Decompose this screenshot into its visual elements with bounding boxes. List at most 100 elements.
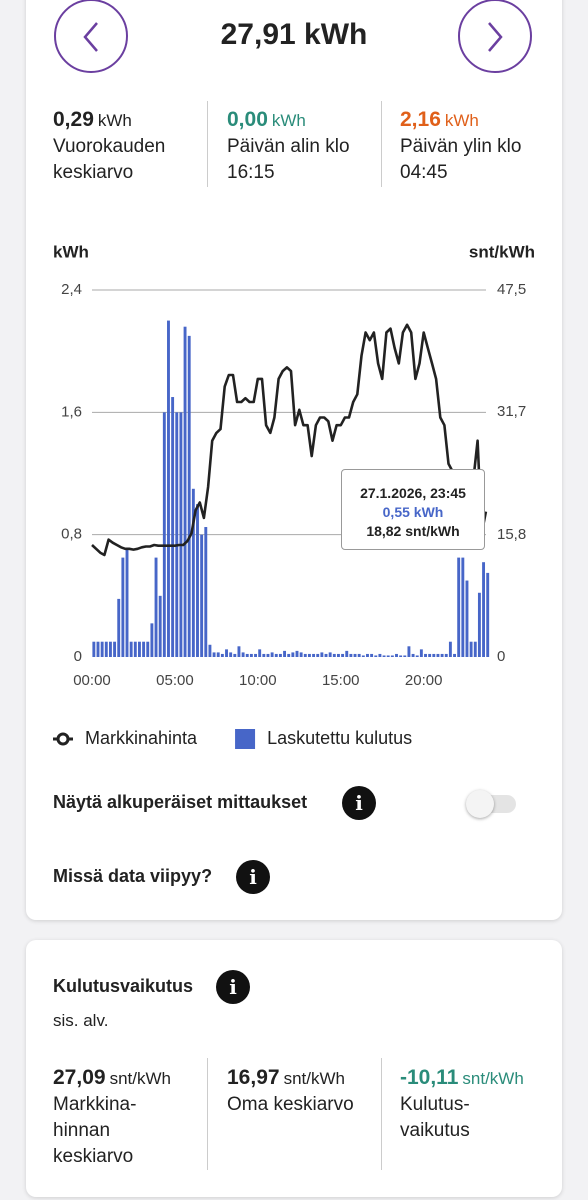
bar: [108, 641, 112, 657]
bar: [465, 580, 469, 657]
y-tick-label: 2,4: [61, 281, 82, 298]
info-icon[interactable]: i: [342, 786, 376, 820]
bar: [415, 655, 419, 657]
consumption-card: [26, 0, 562, 920]
stat-label: Oma keskiarvo: [227, 1094, 354, 1115]
bar: [357, 653, 361, 657]
bar: [303, 653, 307, 657]
info-icon[interactable]: i: [236, 860, 270, 894]
stat-value: 16,97: [227, 1066, 280, 1089]
bar: [96, 641, 100, 657]
y-tick-label: 0: [74, 648, 82, 665]
bar: [266, 653, 270, 657]
toggle-knob: [466, 790, 494, 818]
bar: [316, 653, 320, 657]
bar: [320, 652, 324, 657]
stat-unit: kWh: [444, 111, 479, 130]
bar: [353, 653, 357, 657]
bar: [403, 655, 407, 657]
stat-unit: snt/kWh: [109, 1069, 171, 1088]
bar: [270, 652, 274, 657]
bar: [390, 655, 394, 657]
x-tick-label: 15:00: [322, 672, 360, 689]
bar: [291, 652, 295, 657]
bar: [453, 653, 456, 657]
y-tick-label: 0,8: [61, 526, 82, 543]
legend-marker: [56, 732, 70, 746]
bar: [229, 652, 233, 657]
bar: [274, 653, 278, 657]
stat-label: Vuorokauden keskiarvo: [53, 136, 166, 183]
stat-label: Kulutus-vaikutus: [400, 1094, 470, 1141]
bar: [104, 641, 108, 657]
bar: [324, 653, 328, 657]
stat-unit: kWh: [97, 111, 132, 130]
legend-label: Markkinahinta: [85, 728, 198, 748]
bar: [125, 549, 129, 657]
divider: [381, 1058, 382, 1170]
y2-tick-label: 31,7: [497, 403, 526, 420]
bar: [204, 527, 208, 657]
legend-label: Laskutettu kulutus: [267, 728, 412, 748]
divider: [207, 101, 208, 187]
bar: [457, 557, 461, 657]
bar: [444, 653, 448, 657]
bar: [307, 653, 311, 657]
bar: [482, 562, 486, 657]
info-icon[interactable]: i: [216, 970, 250, 1004]
bar: [208, 644, 212, 657]
bar: [407, 646, 411, 657]
bar: [100, 641, 104, 657]
bar: [477, 592, 481, 657]
stat-unit: snt/kWh: [283, 1069, 345, 1088]
bar: [158, 595, 162, 657]
tooltip-kwh: 0,55 kWh: [382, 504, 444, 520]
x-tick-label: 00:00: [73, 672, 111, 689]
impact-subtitle: sis. alv.: [53, 1011, 109, 1030]
bar: [121, 557, 125, 657]
bar: [424, 653, 427, 657]
toggle-label: Näytä alkuperäiset mittaukset: [53, 792, 308, 812]
bar: [212, 652, 216, 657]
bar: [370, 653, 374, 657]
tooltip: 27.1.2026, 23:45 0,55 kWh 18,82 snt/kWh: [341, 469, 485, 550]
bar: [254, 653, 257, 657]
bar: [411, 653, 415, 657]
stat-unit: kWh: [271, 111, 306, 130]
bar: [486, 572, 490, 657]
price-line: [91, 323, 488, 557]
stat-label: Markkina-hinnan keskiarvo: [53, 1094, 137, 1167]
bar: [361, 655, 365, 657]
bar: [328, 652, 332, 657]
bar: [167, 320, 170, 657]
stat-value: 2,16: [400, 108, 441, 131]
bar: [382, 655, 386, 657]
bar: [113, 641, 117, 657]
divider: [207, 1058, 208, 1170]
bar: [154, 557, 158, 657]
x-tick-label: 10:00: [239, 672, 277, 689]
next-button[interactable]: [458, 0, 532, 73]
bar: [448, 641, 452, 657]
bar: [312, 653, 316, 657]
bar: [374, 655, 378, 657]
prev-icon: [83, 22, 98, 52]
stat: -10,11 snt/kWh Kulutus-vaikutus: [400, 1065, 560, 1144]
bar: [183, 326, 187, 657]
toggle-switch[interactable]: [466, 790, 516, 818]
next-icon: [488, 22, 503, 52]
bar: [237, 646, 241, 657]
bar: [129, 641, 133, 657]
y-tick-label: 1,6: [61, 403, 82, 420]
bar: [395, 653, 398, 657]
stat-label: Päivän ylin klo 04:45: [400, 136, 522, 183]
bar: [349, 653, 353, 657]
bar: [399, 655, 403, 657]
bar: [187, 335, 191, 657]
prev-button[interactable]: [54, 0, 128, 73]
bar: [278, 653, 282, 657]
bar: [196, 504, 199, 657]
bar: [332, 653, 336, 657]
total-title: 27,91 kWh: [220, 18, 368, 51]
bar: [366, 653, 369, 657]
